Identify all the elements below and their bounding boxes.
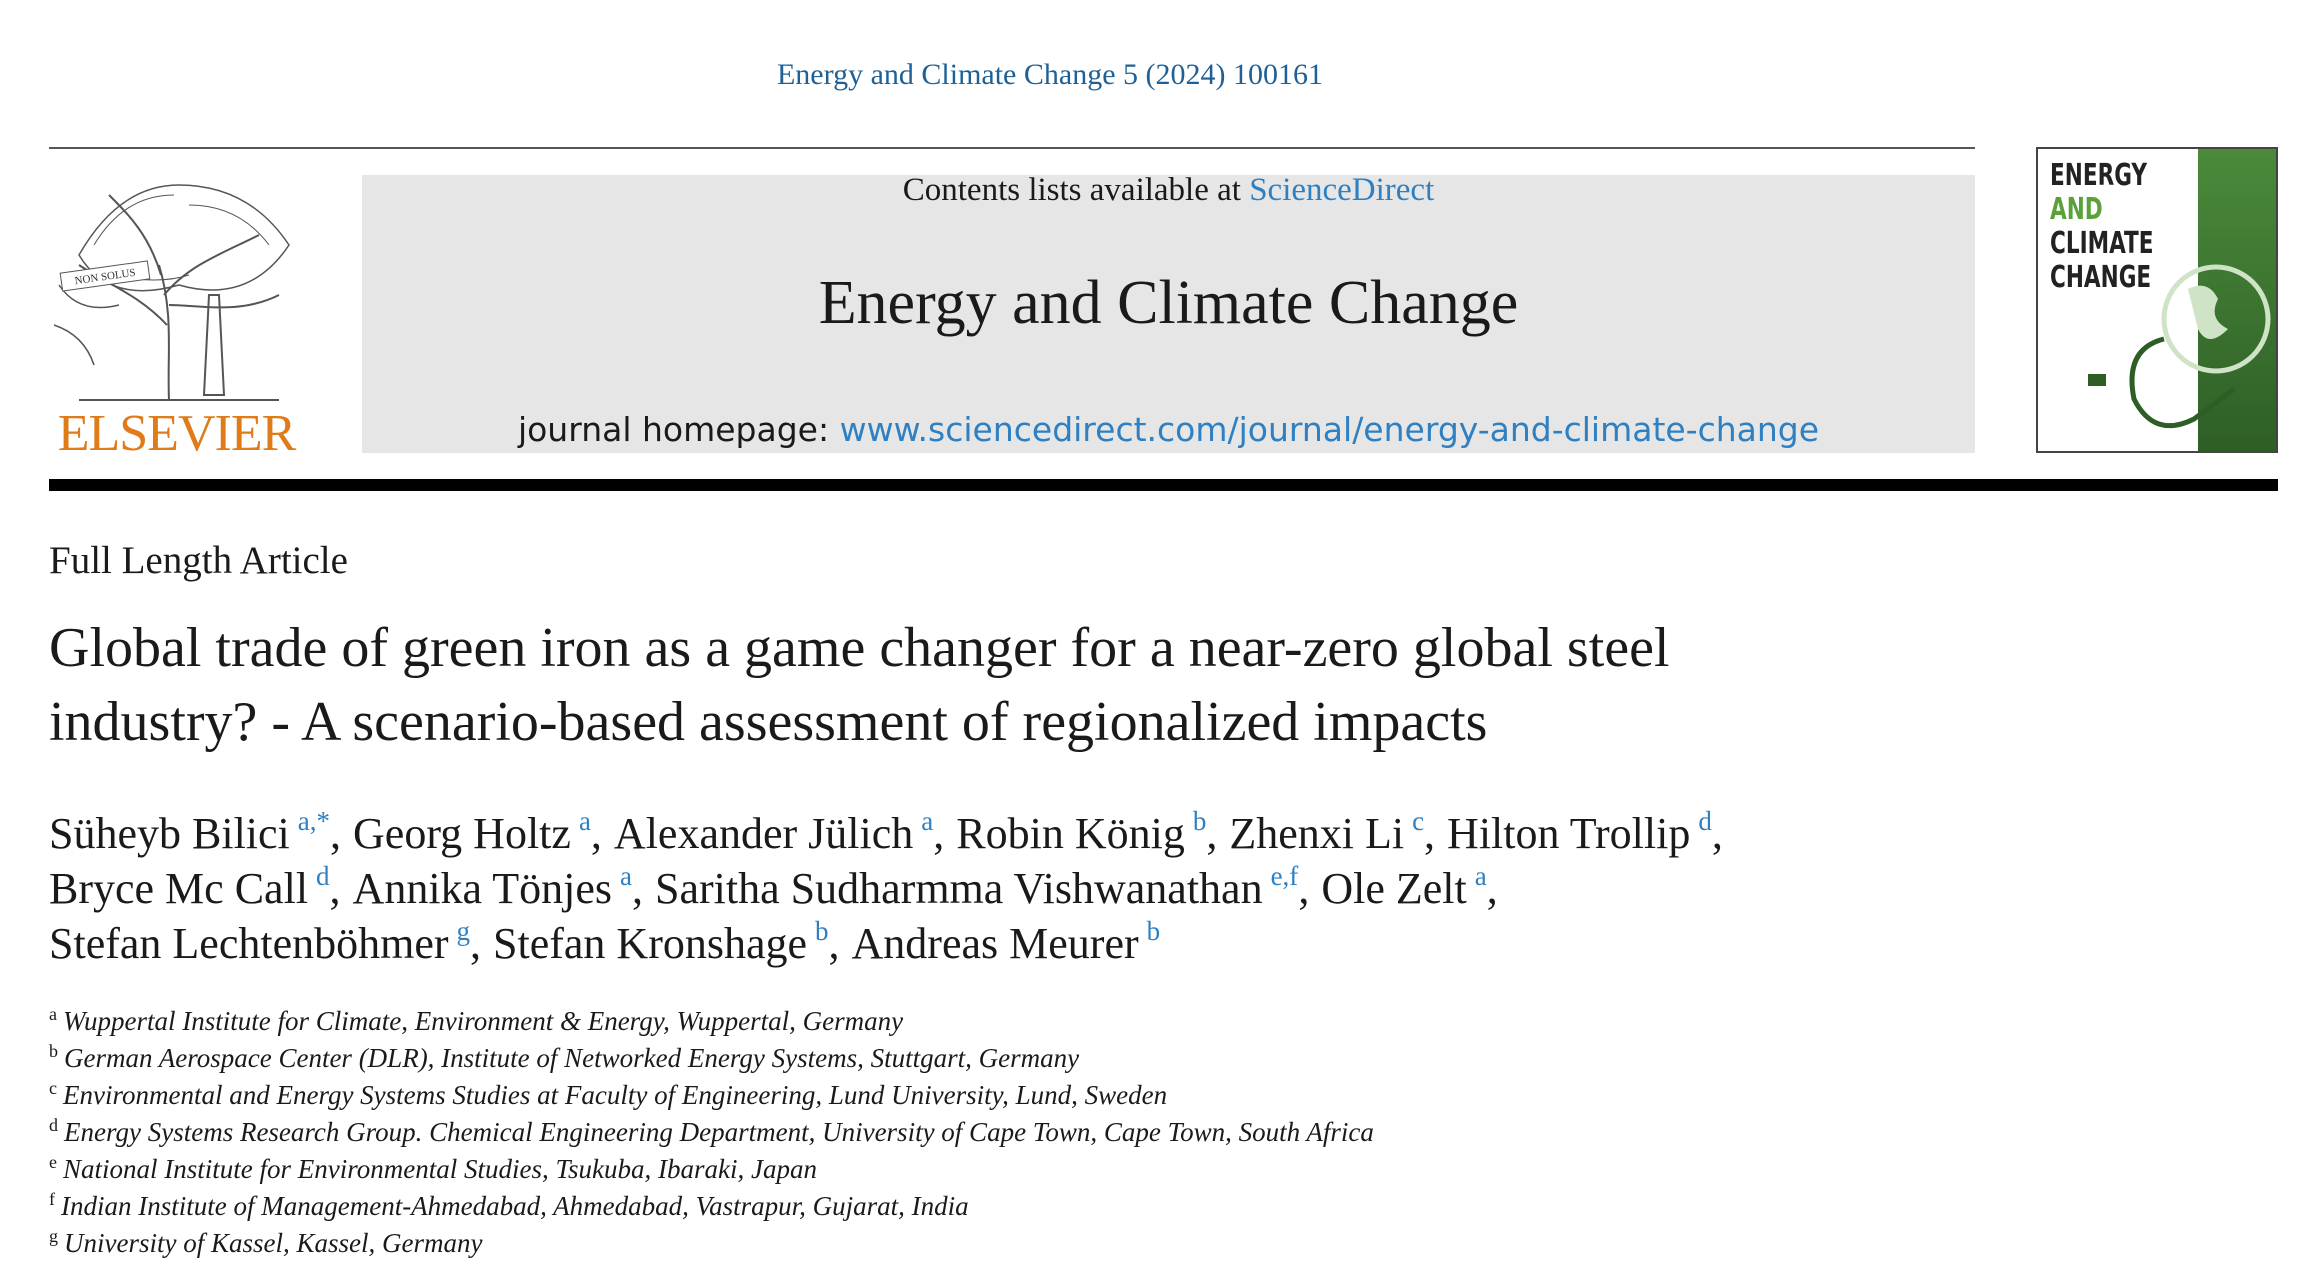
cover-line: AND <box>2050 192 2103 227</box>
author: Robin König b <box>956 806 1217 858</box>
affiliation: f Indian Institute of Management-Ahmedaba… <box>49 1189 969 1222</box>
affiliation: e National Institute for Environmental St… <box>49 1152 817 1185</box>
affiliation-mark[interactable]: b <box>815 916 829 946</box>
cover-art <box>2088 264 2271 429</box>
cover-line: CHANGE <box>2050 260 2152 295</box>
affiliation-label: b <box>49 1041 58 1061</box>
author: Stefan Lechtenböhmer g <box>49 916 481 968</box>
affiliation-label: f <box>49 1189 55 1209</box>
affiliation-label: e <box>49 1152 57 1172</box>
affiliation-label: g <box>49 1226 58 1246</box>
affiliation: a Wuppertal Institute for Climate, Enviro… <box>49 1004 903 1037</box>
affiliation-text: Wuppertal Institute for Climate, Environ… <box>63 1006 904 1036</box>
journal-banner <box>362 175 1975 453</box>
contents-prefix: Contents lists available at <box>902 172 1241 208</box>
affiliation-label: c <box>49 1078 57 1098</box>
author-line: Bryce Mc CalldAnnika TönjesaSaritha Sudh… <box>49 861 1498 914</box>
author-name[interactable]: Zhenxi Li <box>1229 809 1405 858</box>
affiliation: c Environmental and Energy Systems Studie… <box>49 1078 1167 1111</box>
affiliation-mark[interactable]: a <box>620 861 633 891</box>
author: Hilton Trollip d <box>1447 806 1723 858</box>
author-name[interactable]: Stefan Kronshage <box>493 919 808 968</box>
journal-title: Energy and Climate Change <box>818 269 1519 337</box>
affiliation-mark[interactable]: d <box>316 861 330 891</box>
cover-line: ENERGY <box>2050 158 2148 193</box>
author-line: Stefan LechtenböhmergStefan KronshagebAn… <box>49 916 1160 969</box>
author-name[interactable]: Hilton Trollip <box>1447 809 1691 858</box>
affiliation-text: University of Kassel, Kassel, Germany <box>64 1228 483 1258</box>
author: Andreas Meurer b <box>851 916 1161 968</box>
affiliation-mark[interactable]: a <box>578 806 591 836</box>
author: Alexander Jülich a <box>613 806 944 858</box>
author: Stefan Kronshage b <box>493 916 840 968</box>
author-name[interactable]: Bryce Mc Call <box>49 864 309 913</box>
affiliation: g University of Kassel, Kassel, Germany <box>49 1226 482 1259</box>
journal-cover[interactable]: ENERGY AND CLIMATE CHANGE <box>2036 147 2278 453</box>
thick-rule <box>49 479 2278 491</box>
publisher-name: ELSEVIER <box>57 405 297 462</box>
author-name[interactable]: Andreas Meurer <box>851 919 1139 968</box>
affiliation-mark[interactable]: b <box>1146 916 1161 946</box>
author-name[interactable]: Süheyb Bilici <box>49 809 290 858</box>
author: Bryce Mc Call d <box>49 861 341 913</box>
publisher-logo: NON SOLUS <box>53 184 290 401</box>
affiliation: d Energy Systems Research Group. Chemical… <box>49 1115 1374 1148</box>
author: Saritha Sudharmma Vishwanathan e,f <box>655 861 1309 913</box>
affiliation-label: a <box>49 1004 57 1024</box>
author-name[interactable]: Robin König <box>956 809 1185 858</box>
author-name[interactable]: Alexander Jülich <box>613 809 914 858</box>
affiliation: b German Aerospace Center (DLR), Institut… <box>49 1041 1079 1074</box>
author: Süheyb Bilici a,* <box>49 806 341 858</box>
author-name[interactable]: Georg Holtz <box>353 809 571 858</box>
affiliation-mark[interactable]: c <box>1412 806 1425 836</box>
affiliation-text: Environmental and Energy Systems Studies… <box>63 1080 1168 1110</box>
affiliation-mark[interactable]: b <box>1192 806 1207 836</box>
affiliation-mark[interactable]: a <box>921 806 934 836</box>
author-name[interactable]: Annika Tönjes <box>352 864 613 913</box>
rule <box>49 147 1975 149</box>
affiliation-mark[interactable]: g <box>456 916 471 946</box>
author-name[interactable]: Ole Zelt <box>1321 864 1467 913</box>
affiliation-text: Energy Systems Research Group. Chemical … <box>64 1117 1374 1147</box>
author: Zhenxi Li c <box>1229 806 1435 858</box>
title-line: industry? - A scenario-based assessment … <box>49 691 1488 753</box>
sciencedirect-link[interactable]: ScienceDirect <box>1249 172 1435 208</box>
author-name[interactable]: Stefan Lechtenböhmer <box>49 919 449 968</box>
homepage-link[interactable]: www.sciencedirect.com/journal/energy-and… <box>839 410 1820 449</box>
affiliation-mark[interactable]: a <box>1474 861 1487 891</box>
affiliation-text: Indian Institute of Management-Ahmedabad… <box>61 1191 969 1221</box>
affiliation-label: d <box>49 1115 58 1135</box>
affiliation-text: National Institute for Environmental Stu… <box>63 1154 817 1184</box>
cover-line: CLIMATE <box>2050 226 2154 261</box>
affiliation-text: German Aerospace Center (DLR), Institute… <box>64 1043 1080 1073</box>
affiliation-mark[interactable]: e,f <box>1270 861 1299 891</box>
title-line: Global trade of green iron as a game cha… <box>49 617 1670 679</box>
homepage-prefix: journal homepage: <box>517 410 830 449</box>
affiliation-mark[interactable]: a,* <box>297 806 331 836</box>
author: Annika Tönjes a <box>352 861 643 913</box>
citation[interactable]: Energy and Climate Change 5 (2024) 10016… <box>776 58 1323 91</box>
author: Georg Holtz a <box>353 806 602 858</box>
article-type: Full Length Article <box>49 539 348 582</box>
contents-line: Contents lists available at ScienceDirec… <box>362 172 1975 209</box>
author-name[interactable]: Saritha Sudharmma Vishwanathan <box>655 864 1263 913</box>
affiliation-mark[interactable]: d <box>1698 806 1712 836</box>
homepage-line: journal homepage: www.sciencedirect.com/… <box>362 410 1975 449</box>
author: Ole Zelt a <box>1321 861 1497 913</box>
